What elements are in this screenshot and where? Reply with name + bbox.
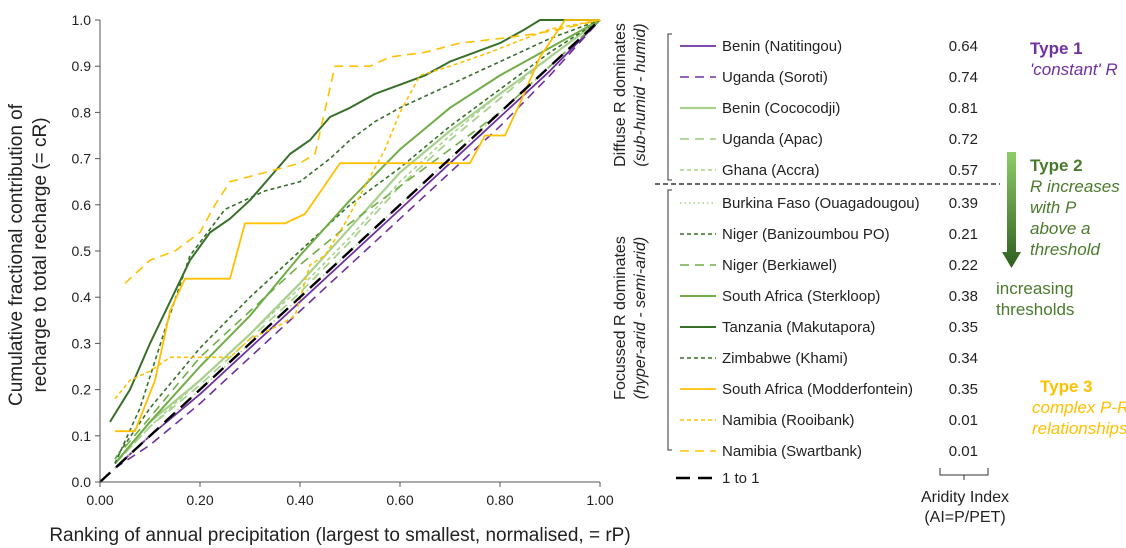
legend-label-south-africa-modderfontein: South Africa (Modderfontein) (722, 381, 913, 398)
legend-aridity-namibia-swartbank: 0.01 (949, 443, 978, 460)
legend-aridity-zimbabwe-khami: 0.34 (949, 350, 978, 367)
legend-aridity-uganda-apac: 0.72 (949, 131, 978, 148)
y-tick-label: 0.4 (72, 289, 92, 305)
legend-aridity-tanzania-makutapora: 0.35 (949, 319, 978, 336)
legend-label-burkina-faso-ouagadougou: Burkina Faso (Ouagadougou) (722, 195, 920, 212)
diffuse-group-label: Diffuse R dominates (612, 23, 629, 167)
focussed-bracket (667, 189, 672, 451)
series-line-niger-banizoumbou-po (114, 19, 601, 460)
legend-aridity-south-africa-modderfontein: 0.35 (949, 381, 978, 398)
legend-aridity-ghana-accra: 0.57 (949, 162, 978, 179)
y-axis-label-line1: Cumulative fractional contribution of (6, 103, 27, 406)
y-tick-label: 0.8 (72, 104, 92, 120)
series-line-namibia-rooibank (114, 19, 601, 400)
y-tick-label: 0.9 (72, 58, 92, 74)
type3-desc-2: relationships (1032, 419, 1126, 438)
y-tick-label: 1.0 (72, 12, 92, 28)
x-tick-label: 0.40 (286, 492, 313, 508)
y-tick-label: 0.5 (72, 243, 92, 259)
y-axis-label-line2: recharge to total recharge (= cR) (30, 117, 51, 392)
legend-label-niger-berkiawel: Niger (Berkiawel) (722, 257, 837, 274)
y-tick-label: 0.6 (72, 197, 92, 213)
type2-desc-4: threshold (1030, 240, 1100, 259)
axis-ticks: 0.00 0.20 0.40 0.60 0.80 1.00 0.0 0.1 0.2 0.3 0.4 0… (72, 12, 614, 508)
series-line-south-africa-sterkloop (114, 19, 601, 465)
legend-label-namibia-rooibank: Namibia (Rooibank) (722, 412, 855, 429)
legend-label-namibia-swartbank: Namibia (Swartbank) (722, 443, 862, 460)
y-tick-label: 0.7 (72, 151, 92, 167)
x-tick-label: 1.00 (586, 492, 613, 508)
x-tick-label: 0.80 (486, 492, 513, 508)
legend-label-tanzania-makutapora: Tanzania (Makutapora) (722, 319, 875, 336)
series-line-south-africa-modderfontein (115, 19, 600, 433)
y-tick-label: 0.0 (72, 474, 92, 490)
legend-label-1-to-1: 1 to 1 (722, 470, 760, 487)
series-line-niger-berkiawel (114, 19, 601, 460)
series-line-ghana-accra (114, 19, 601, 465)
legend-aridity-south-africa-sterkloop: 0.38 (949, 288, 978, 305)
series-line-namibia-swartbank (124, 19, 601, 284)
type2-arrow-label-2: thresholds (996, 300, 1074, 319)
legend-aridity-niger-banizoumbou-po: 0.21 (949, 226, 978, 243)
type2-title: Type 2 (1030, 156, 1083, 175)
x-tick-label: 0.20 (186, 492, 213, 508)
diffuse-group-sublabel: (sub-humid - humid) (632, 23, 649, 166)
focussed-group-label: Focussed R dominates (612, 236, 629, 400)
legend-label-ghana-accra: Ghana (Accra) (722, 162, 820, 179)
legend-aridity-uganda-soroti: 0.74 (949, 69, 978, 86)
legend-aridity-niger-berkiawel: 0.22 (949, 257, 978, 274)
legend-label-south-africa-sterkloop: South Africa (Sterkloop) (722, 288, 880, 305)
y-tick-label: 0.1 (72, 428, 92, 444)
x-axis-label: Ranking of annual precipitation (largest… (49, 525, 630, 546)
legend-label-benin-natitingou: Benin (Natitingou) (722, 38, 842, 55)
x-tick-label: 0.00 (86, 492, 113, 508)
series-lines (99, 19, 601, 483)
type3-title: Type 3 (1040, 377, 1093, 396)
legend-aridity-benin-cococodji: 0.81 (949, 100, 978, 117)
legend-label-uganda-apac: Uganda (Apac) (722, 131, 823, 148)
y-tick-label: 0.2 (72, 382, 92, 398)
legend-label-benin-cococodji: Benin (Cococodji) (722, 100, 840, 117)
legend-label-zimbabwe-khami: Zimbabwe (Khami) (722, 350, 848, 367)
series-line-benin-natitingou (114, 19, 601, 469)
aridity-index-label: Aridity Index (921, 489, 1009, 506)
increasing-threshold-arrow (1002, 152, 1021, 268)
focussed-group-sublabel: (hyper-arid - semi-arid) (632, 237, 649, 399)
type2-arrow-label-1: increasing (996, 279, 1074, 298)
series-line-tanzania-makutapora (109, 19, 600, 423)
y-tick-label: 0.3 (72, 335, 92, 351)
legend: Benin (Natitingou) 0.64 Uganda (Soroti) 0.7… (676, 38, 978, 487)
aridity-index-formula: (AI=P/PET) (924, 509, 1005, 526)
type3-desc-1: complex P-R (1032, 398, 1126, 417)
aridity-bracket (939, 468, 989, 480)
type2-desc-3: above a (1030, 219, 1091, 238)
type2-desc-1: R increases (1030, 177, 1120, 196)
legend-aridity-namibia-rooibank: 0.01 (949, 412, 978, 429)
legend-label-uganda-soroti: Uganda (Soroti) (722, 69, 828, 86)
axes (99, 20, 600, 483)
type1-desc: 'constant' R (1030, 60, 1118, 79)
x-tick-label: 0.60 (386, 492, 413, 508)
series-line-1-to-1 (99, 19, 601, 483)
series-line-uganda-apac (114, 19, 601, 465)
type2-desc-2: with P (1030, 198, 1077, 217)
legend-aridity-burkina-faso-ouagadougou: 0.39 (949, 195, 978, 212)
type1-title: Type 1 (1030, 39, 1083, 58)
legend-aridity-benin-natitingou: 0.64 (949, 38, 978, 55)
diffuse-bracket (667, 33, 672, 181)
legend-label-niger-banizoumbou-po: Niger (Banizoumbou PO) (722, 226, 890, 243)
